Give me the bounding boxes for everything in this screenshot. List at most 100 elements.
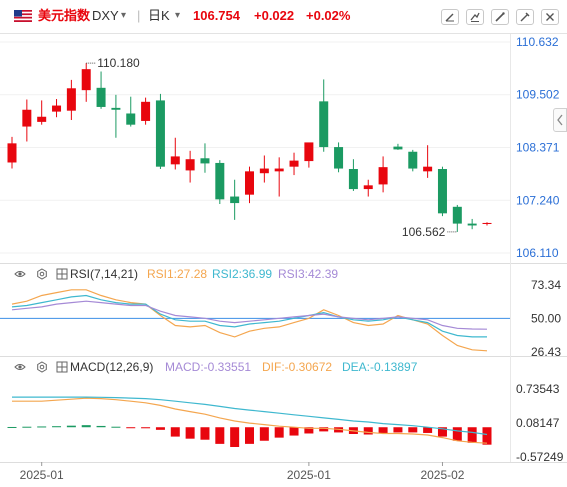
- grid-icon[interactable]: [56, 268, 68, 280]
- candle-body: [7, 143, 17, 163]
- macd-histogram-bar: [96, 425, 106, 428]
- macd-histogram-bar: [81, 425, 91, 428]
- close-button[interactable]: [541, 9, 559, 25]
- price-change-pct: +0.02%: [306, 8, 351, 23]
- macd-histogram-bar: [482, 427, 492, 445]
- candle-body: [482, 222, 492, 224]
- macd-histogram-bar: [200, 427, 210, 440]
- candle-body: [111, 107, 121, 110]
- last-price: 106.754: [193, 8, 240, 23]
- candle-body: [245, 171, 254, 195]
- toolbar-divider: |: [137, 8, 141, 23]
- compare-button[interactable]: [466, 9, 484, 25]
- dea-value: DEA:-0.13897: [342, 360, 418, 374]
- period-dropdown-icon[interactable]: ▾: [175, 10, 181, 21]
- candle-body: [185, 159, 195, 171]
- macd-histogram-bar: [363, 427, 373, 435]
- macd-histogram-bar: [126, 427, 136, 429]
- eye-icon[interactable]: [14, 268, 26, 280]
- instrument-symbol[interactable]: DXY: [92, 8, 119, 23]
- candle-body: [437, 169, 447, 214]
- candle-body: [319, 101, 329, 148]
- macd-histogram-bar: [467, 427, 477, 443]
- rsi1-value: RSI1:27.28: [147, 267, 208, 281]
- candle-body: [289, 160, 299, 167]
- macd-histogram-bar: [289, 427, 299, 436]
- macd-histogram-bar: [319, 427, 329, 432]
- macd-histogram-bar: [7, 426, 17, 428]
- settings-button[interactable]: [516, 9, 534, 25]
- instrument-name[interactable]: 美元指数: [38, 8, 91, 23]
- chart-toolbar: 美元指数 DXY ▾ | 日K ▾ 106.754 +0.022 +0.02%: [0, 0, 567, 33]
- rsi-tick-label: 50.00: [531, 311, 561, 325]
- macd-histogram-bar: [393, 427, 403, 433]
- macd-series-line: [12, 396, 488, 436]
- settings-icon: [520, 12, 530, 22]
- candle-body: [126, 113, 136, 125]
- draw-button[interactable]: [441, 9, 459, 25]
- candle-body: [378, 167, 388, 185]
- time-tick-label: 2025-01: [20, 468, 64, 482]
- macd-histogram-bar: [452, 427, 462, 441]
- rsi-series-line: [11, 294, 487, 338]
- price-tick-label: 109.502: [516, 88, 560, 102]
- low-annotation: 106.562: [402, 225, 446, 239]
- candle-body: [408, 151, 418, 169]
- candle-body: [52, 105, 62, 112]
- rsi2-value: RSI2:36.99: [212, 267, 273, 281]
- candle-body: [334, 147, 344, 169]
- macd-title: MACD(12,26,9): [70, 360, 154, 374]
- macd-histogram-bar: [230, 427, 240, 447]
- macd-histogram-bar: [155, 427, 165, 430]
- macd-series-line: [12, 397, 488, 444]
- candle-body: [66, 88, 76, 111]
- flag-us-icon: [14, 10, 32, 22]
- candle-body: [452, 206, 462, 224]
- macd-tick-label: 0.73543: [516, 382, 560, 396]
- macd-histogram-bar: [423, 427, 433, 433]
- macd-histogram-bar: [66, 425, 76, 428]
- macd-histogram-bar: [408, 427, 418, 433]
- candle-body: [37, 116, 47, 122]
- period-selector[interactable]: 日K: [148, 8, 170, 23]
- eye-icon[interactable]: [14, 361, 26, 373]
- line-tool-button[interactable]: [491, 9, 509, 25]
- candle-body: [363, 185, 373, 190]
- macd-histogram-bar: [37, 426, 47, 428]
- candle-body: [141, 101, 151, 121]
- grid-icon[interactable]: [56, 361, 68, 373]
- candle-body: [259, 168, 269, 174]
- symbol-dropdown-icon[interactable]: ▾: [121, 10, 127, 21]
- price-change: +0.022: [254, 8, 295, 23]
- macd-histogram-bar: [304, 427, 314, 434]
- line-icon: [495, 12, 505, 22]
- macd-histogram-bar: [378, 427, 388, 434]
- candle-body: [170, 156, 180, 165]
- macd-tick-label: 0.08147: [516, 416, 560, 430]
- macd-histogram-bar: [215, 427, 225, 444]
- candle-body: [393, 146, 403, 150]
- macd-histogram-bar: [22, 426, 32, 428]
- candle-body: [467, 223, 477, 226]
- candle-body: [81, 69, 91, 91]
- macd-histogram-bar: [170, 427, 180, 437]
- rsi-series-line: [11, 300, 488, 330]
- time-tick-label: 2025-01: [287, 468, 331, 482]
- macd-histogram-bar: [52, 426, 62, 428]
- rsi-title: RSI(7,14,21): [70, 267, 139, 281]
- macd-histogram-bar: [274, 427, 284, 438]
- gear-icon[interactable]: [36, 361, 48, 373]
- rsi3-value: RSI3:42.39: [278, 267, 339, 281]
- candle-body: [423, 166, 433, 172]
- close-icon: [546, 13, 554, 21]
- candle-body: [274, 168, 284, 172]
- price-tick-label: 108.371: [516, 141, 560, 155]
- rsi-legend: RSI(7,14,21) RSI1:27.28 RSI2:36.99 RSI3:…: [0, 265, 567, 283]
- gear-icon[interactable]: [36, 268, 48, 280]
- macd-histogram-bar: [141, 427, 151, 429]
- price-tick-label: 106.110: [516, 246, 559, 260]
- macd-histogram-bar: [111, 426, 121, 428]
- macd-tick-label: -0.57249: [516, 450, 564, 464]
- rsi-tick-label: 26.43: [531, 345, 561, 359]
